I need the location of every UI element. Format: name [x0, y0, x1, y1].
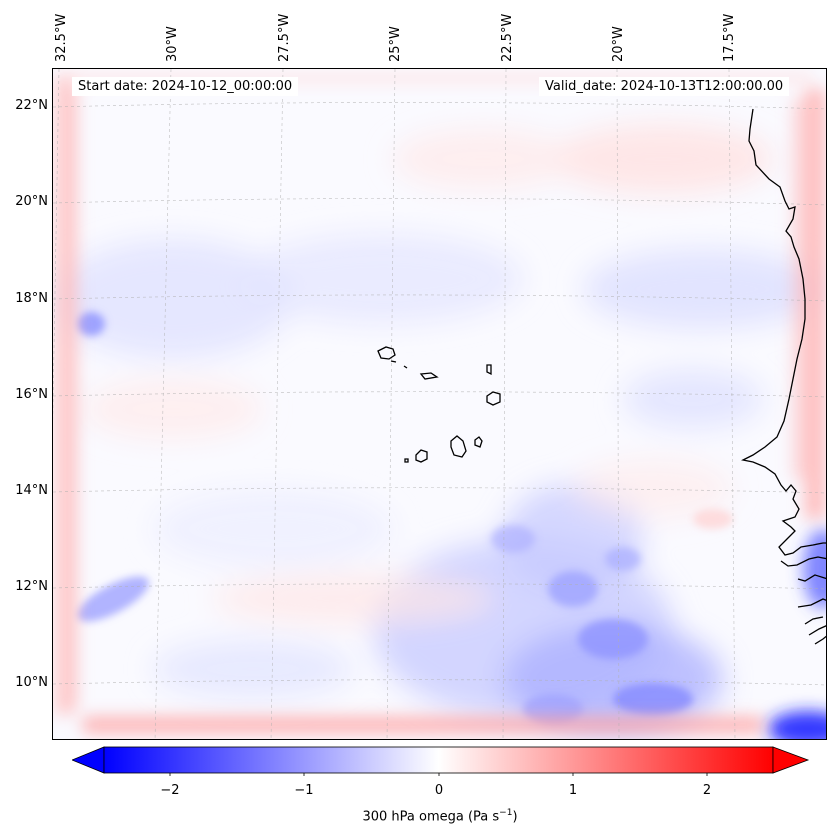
lon-label-30w: 30°W	[165, 26, 180, 62]
map-canvas	[53, 69, 826, 739]
cabo-verde-islands	[377, 346, 501, 463]
lon-label-17-5w: 17.5°W	[722, 13, 737, 62]
colorbar-tick-2: 2	[702, 783, 712, 798]
colorbar-tick-neg1: −1	[294, 783, 314, 798]
colorbar-tick-1: 1	[568, 783, 578, 798]
lat-label-10n: 10°N	[15, 675, 48, 690]
colorbar-label-suffix: )	[512, 809, 518, 825]
lat-label-14n: 14°N	[15, 483, 48, 498]
graticule	[53, 69, 826, 739]
lat-label-16n: 16°N	[15, 387, 48, 402]
colorbar-tick-neg2: −2	[160, 783, 180, 798]
lon-label-27-5w: 27.5°W	[277, 13, 292, 62]
lon-label-22-5w: 22.5°W	[500, 13, 515, 62]
map-panel	[52, 68, 827, 740]
lon-label-25w: 25°W	[388, 26, 403, 62]
lat-label-18n: 18°N	[15, 291, 48, 306]
colorbar-label: 300 hPa omega (Pa s−1)	[0, 808, 837, 824]
lat-label-20n: 20°N	[15, 194, 48, 209]
start-date-label: Start date: 2024-10-12_00:00:00	[72, 77, 299, 96]
lat-label-22n: 22°N	[15, 98, 48, 113]
colorbar	[72, 746, 810, 776]
colorbar-max-extend	[772, 746, 810, 774]
colorbar-label-exponent: −1	[499, 808, 513, 818]
colorbar-ticks	[169, 773, 708, 776]
valid-date-label: Valid_date: 2024-10-13T12:00:00.00	[539, 77, 790, 96]
colorbar-label-text: 300 hPa omega (Pa s	[362, 809, 500, 825]
colorbar-min-extend	[72, 746, 105, 774]
lon-label-32-5w: 32.5°W	[54, 13, 69, 62]
lat-label-12n: 12°N	[15, 579, 48, 594]
colorbar-gradient	[103, 746, 774, 774]
colorbar-tick-0: 0	[434, 783, 444, 798]
omega-field	[53, 73, 826, 739]
coastline	[741, 108, 826, 645]
lon-label-20w: 20°W	[611, 26, 626, 62]
